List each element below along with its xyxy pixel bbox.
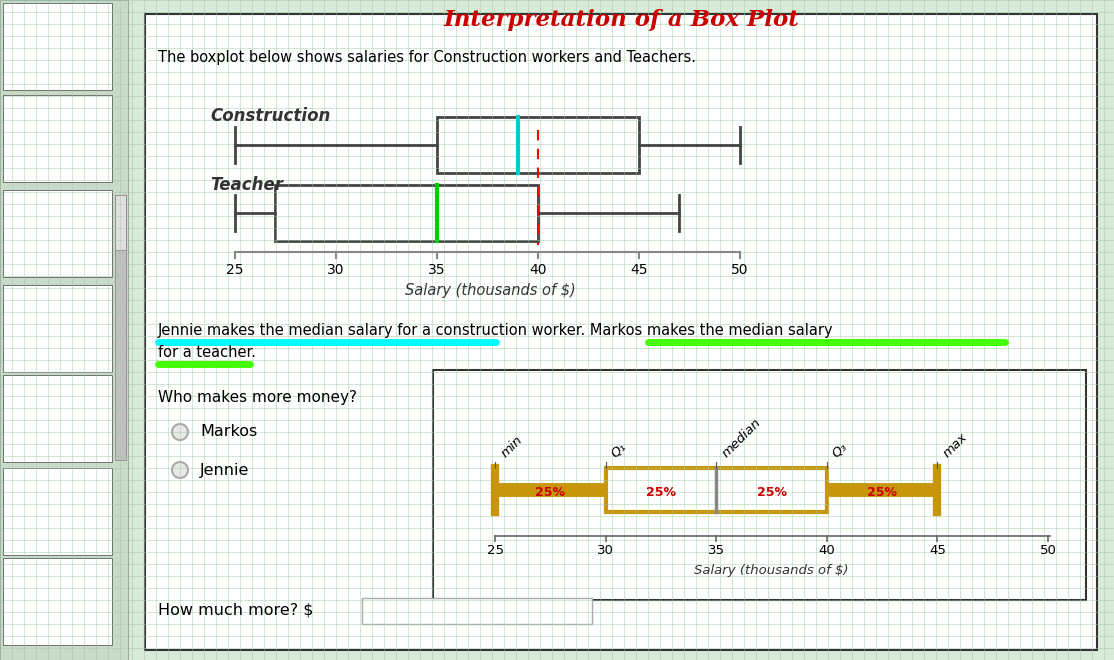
Text: How much more? $: How much more? $ <box>158 603 313 618</box>
Bar <box>3 468 113 555</box>
Circle shape <box>172 424 188 440</box>
Text: Q₃: Q₃ <box>830 440 850 460</box>
Text: Salary (thousands of $): Salary (thousands of $) <box>694 564 848 577</box>
Text: Construction: Construction <box>211 107 331 125</box>
Text: The boxplot below shows salaries for Construction workers and Teachers.: The boxplot below shows salaries for Con… <box>158 50 696 65</box>
Bar <box>145 14 1097 650</box>
Text: max: max <box>940 430 970 460</box>
Text: 35: 35 <box>428 263 446 277</box>
Bar <box>115 195 126 460</box>
Bar <box>115 195 126 250</box>
Bar <box>0 0 128 660</box>
Text: 25%: 25% <box>646 486 676 500</box>
Text: 40: 40 <box>819 544 836 557</box>
Text: Jennie makes the median salary for a construction worker. Markos makes the media: Jennie makes the median salary for a con… <box>158 323 833 338</box>
Text: 30: 30 <box>328 263 344 277</box>
Text: 45: 45 <box>631 263 647 277</box>
Bar <box>606 468 827 512</box>
Circle shape <box>172 462 188 478</box>
Bar <box>433 370 1086 600</box>
Text: 25%: 25% <box>867 486 897 500</box>
Bar <box>3 558 113 645</box>
Text: Jennie: Jennie <box>201 463 250 477</box>
Text: Markos: Markos <box>201 424 257 440</box>
Bar <box>3 285 113 372</box>
Text: 25%: 25% <box>756 486 786 500</box>
Text: 35: 35 <box>707 544 725 557</box>
Text: Interpretation of a Box Plot: Interpretation of a Box Plot <box>443 9 799 31</box>
Bar <box>3 3 113 90</box>
Text: median: median <box>720 416 763 460</box>
Text: Who makes more money?: Who makes more money? <box>158 390 356 405</box>
Text: 50: 50 <box>1039 544 1056 557</box>
Text: 25%: 25% <box>536 486 565 500</box>
Text: 50: 50 <box>731 263 749 277</box>
Text: Teacher: Teacher <box>211 176 283 194</box>
Text: 25: 25 <box>487 544 504 557</box>
Text: for a teacher.: for a teacher. <box>158 345 256 360</box>
Text: 45: 45 <box>929 544 946 557</box>
Text: 25: 25 <box>226 263 244 277</box>
Text: 30: 30 <box>597 544 614 557</box>
Bar <box>275 185 538 241</box>
Text: 40: 40 <box>529 263 547 277</box>
Bar <box>3 375 113 462</box>
Text: Salary (thousands of $): Salary (thousands of $) <box>404 283 575 298</box>
Text: Q₁: Q₁ <box>608 440 629 460</box>
Bar <box>3 190 113 277</box>
Bar <box>437 117 639 173</box>
Bar <box>3 95 113 182</box>
Bar <box>362 598 592 624</box>
Text: min: min <box>498 433 525 460</box>
